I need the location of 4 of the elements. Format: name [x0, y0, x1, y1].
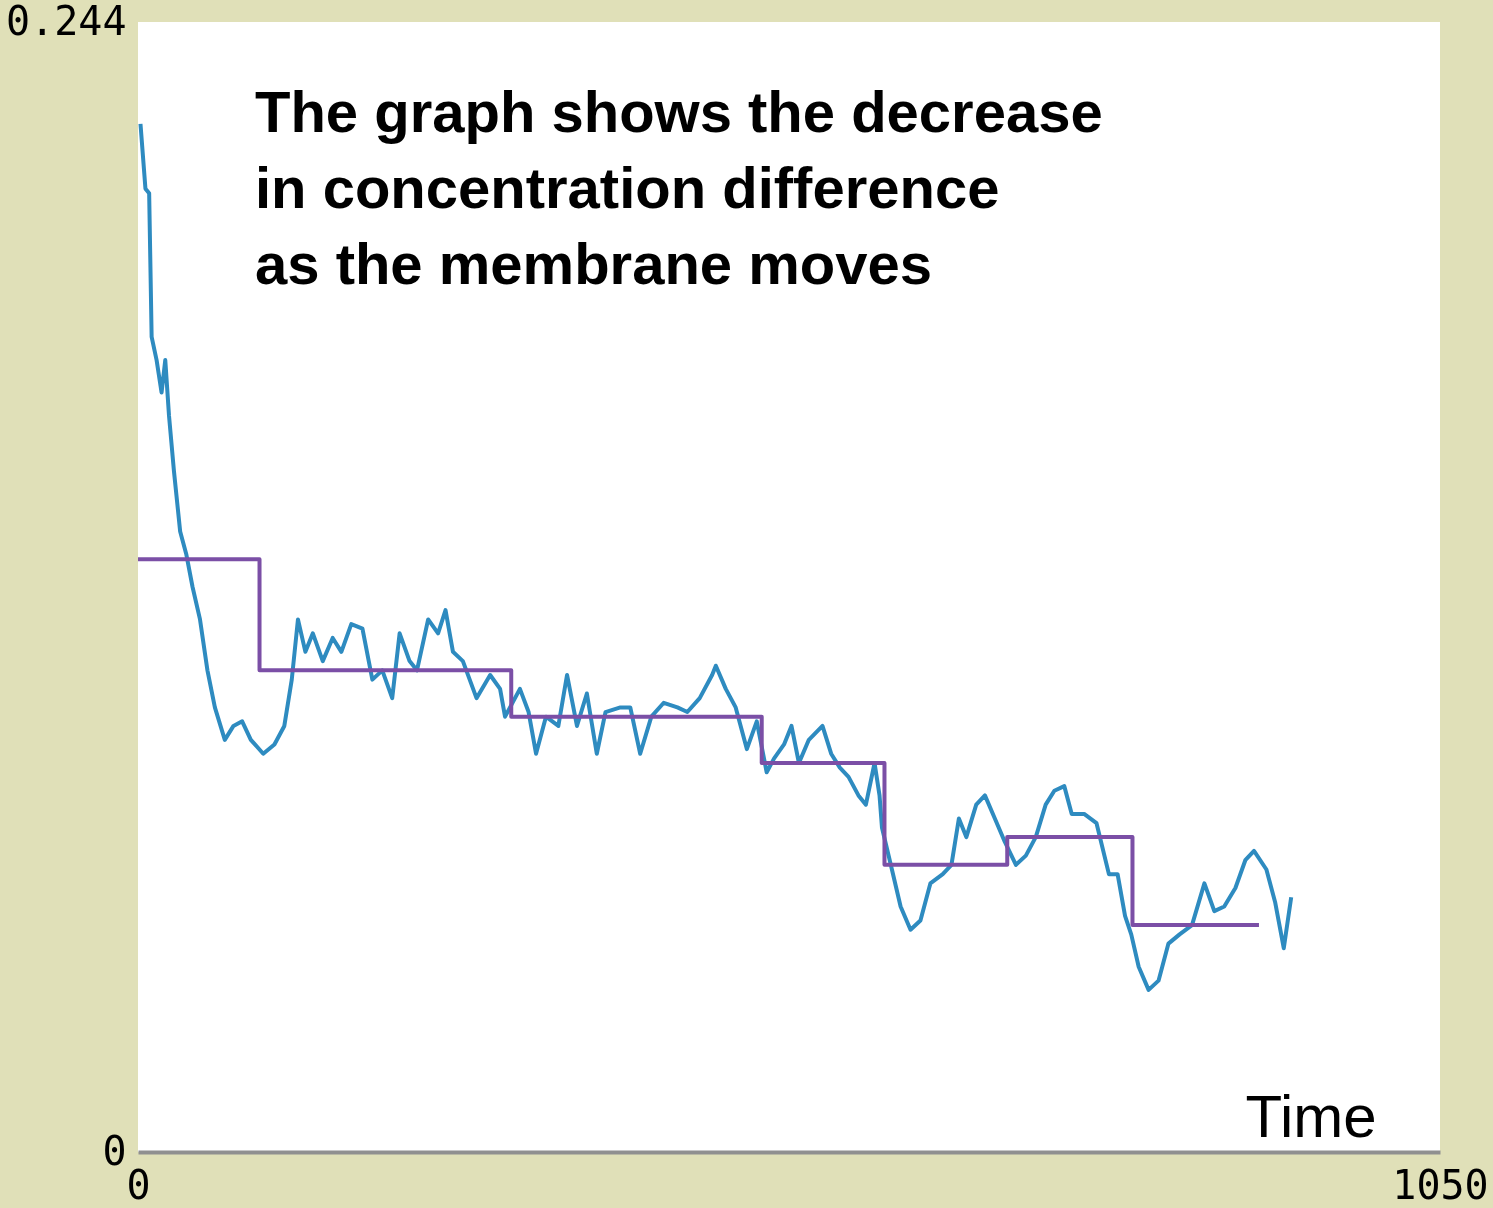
y-tick-label: 0.244	[6, 0, 127, 44]
x-tick-label: 1050	[1392, 1161, 1489, 1208]
x-axis-title: Time	[1245, 1082, 1377, 1150]
text: The graph shows the decrease in concentration difference as the membrane moves	[255, 79, 1103, 296]
